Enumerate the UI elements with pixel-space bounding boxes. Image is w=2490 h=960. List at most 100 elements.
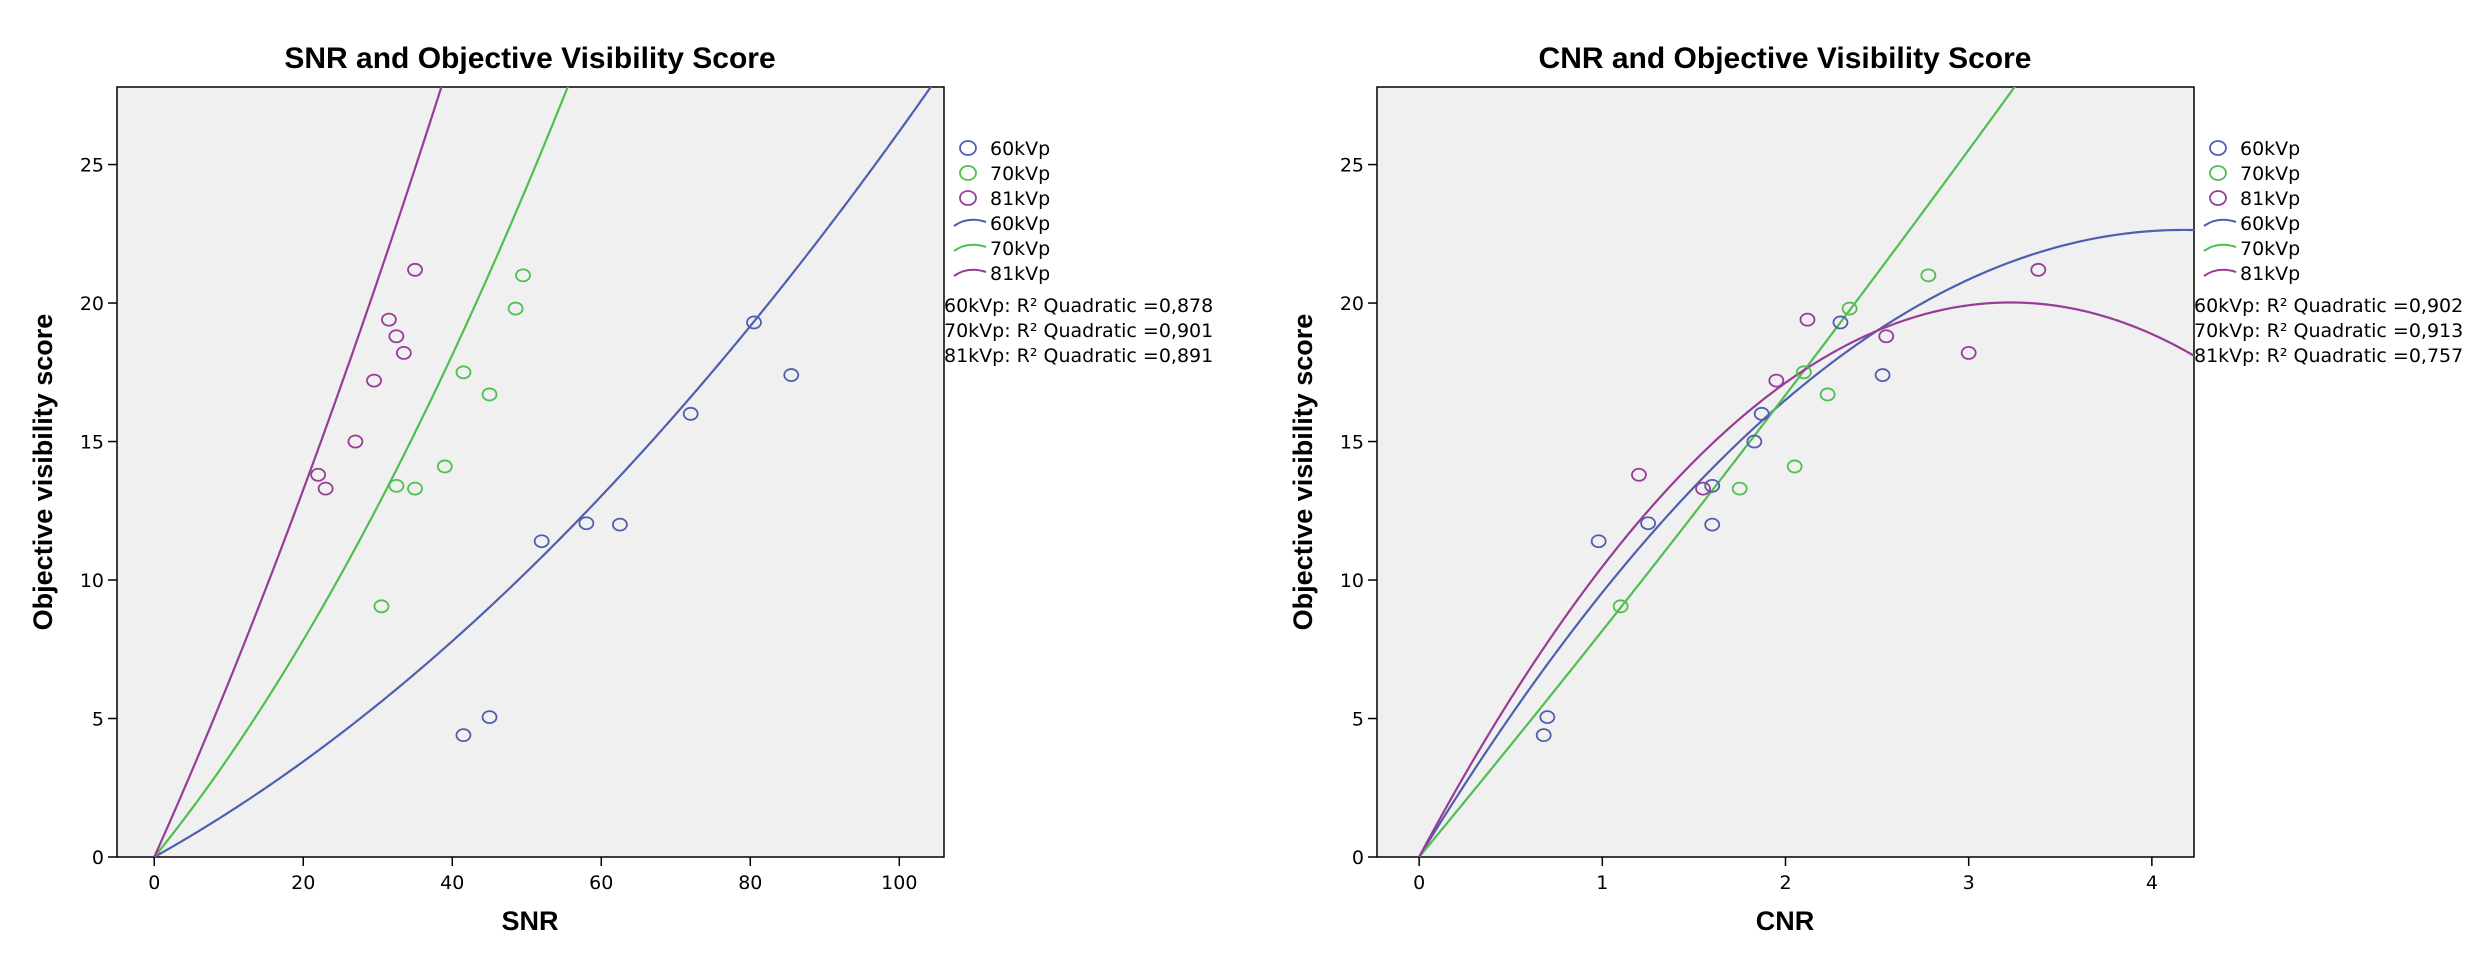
fit-statistics: 60kVp: R² Quadratic =0,878 70kVp: R² Qua… [944,295,1213,367]
data-point-70kvp [455,365,472,380]
data-point-70kvp [1920,268,1937,283]
data-point-81kvp [1695,481,1711,496]
data-point-70kvp [373,599,390,614]
data-point-70kvp [1841,301,1858,316]
data-point-81kvp [366,373,382,388]
data-point-60kvp [1832,315,1849,330]
legend-marker-81kvp [959,190,977,206]
legend-marker-70kvp [959,165,977,181]
data-point-60kvp [1539,710,1556,725]
fit-statistics: 60kVp: R² Quadratic =0,902 70kVp: R² Qua… [2194,295,2463,367]
axis-ticks: 0 1 2 3 4 0 5 10 15 20 25 [1340,155,2158,894]
y-tick-label: 10 [1340,570,1364,592]
y-tick-label: 20 [1340,293,1364,315]
legend-marker-60kvp [959,140,977,156]
x-tick-label: 0 [1413,872,1425,894]
data-point-60kvp [1746,434,1763,449]
x-axis-label: SNR [501,906,558,936]
data-point-81kvp [407,262,423,277]
data-point-70kvp [407,481,423,496]
y-tick-label: 0 [1352,847,1364,869]
axis-ticks: 0 20 40 60 80 100 0 5 10 15 20 25 [80,155,918,894]
data-point-81kvp [347,434,364,449]
data-point-81kvp [381,312,397,327]
x-axis-label: CNR [1756,906,1815,936]
y-tick-label: 5 [1352,709,1364,731]
data-point-81kvp [310,467,327,482]
y-tick-label: 25 [1340,155,1364,177]
fit-label-81kvp: 81kVp: R² Quadratic =0,757 [2194,345,2463,367]
legend-marker-70kvp [2209,165,2227,181]
data-point-70kvp [1731,481,1748,496]
fit-label-70kvp: 70kVp: R² Quadratic =0,901 [944,320,1213,342]
data-point-70kvp [1795,365,1812,380]
data-point-81kvp [1631,467,1647,482]
data-point-60kvp [578,516,595,531]
fit-label-60kvp: 60kVp: R² Quadratic =0,902 [2194,295,2463,317]
legend-line-81kvp [953,268,987,277]
y-axis-label: Objective visibility score [1288,314,1318,631]
legend-label: 60kVp [990,213,1050,235]
data-point-60kvp [1640,516,1657,531]
legend-line-70kvp [2203,243,2237,252]
data-point-60kvp [455,728,472,743]
data-point-81kvp [1878,329,1895,344]
x-tick-label: 0 [148,872,160,894]
x-tick-label: 3 [1963,872,1975,894]
legend-label: 60kVp [990,138,1050,160]
fit-lines [153,87,933,857]
y-tick-label: 5 [92,709,104,731]
data-point-60kvp [746,315,762,330]
data-point-81kvp [317,481,334,496]
x-tick-label: 2 [1779,872,1791,894]
cnr-chart-panel: CNR and Objective Visibility Score CNR O… [1288,42,2463,936]
y-tick-label: 25 [80,155,104,177]
data-point-60kvp [481,710,498,725]
y-axis-label: Objective visibility score [28,314,58,631]
legend-label: 70kVp [2240,163,2300,185]
x-tick-label: 20 [291,872,315,894]
data-point-70kvp [436,459,453,474]
legend-label: 81kVp [2240,263,2300,285]
plot-area [1376,86,2195,858]
legend-label: 81kVp [990,263,1050,285]
data-point-70kvp [515,268,531,283]
data-point-60kvp [533,534,550,549]
legend-label: 81kVp [990,188,1050,210]
data-point-81kvp [395,345,412,360]
legend-line-81kvp [2203,268,2237,277]
data-point-60kvp [612,517,628,532]
data-point-70kvp [1786,459,1803,474]
y-tick-label: 15 [80,432,104,454]
data-point-81kvp [2030,262,2047,277]
data-point-81kvp [1768,373,1785,388]
fit-label-70kvp: 70kVp: R² Quadratic =0,913 [2194,320,2463,342]
data-point-70kvp [481,387,498,402]
data-point-60kvp [1704,478,1721,493]
legend-line-60kvp [2203,218,2237,227]
y-tick-label: 15 [1340,432,1364,454]
data-point-60kvp [1753,406,1770,421]
data-point-60kvp [1704,517,1721,532]
data-point-81kvp [1960,345,1977,360]
y-tick-label: 10 [80,570,104,592]
fit-line-70kvp [153,87,569,857]
data-point-81kvp [1799,312,1816,327]
chart-title: CNR and Objective Visibility Score [1539,42,2032,75]
snr-chart-panel: SNR and Objective Visibility Score SNR O… [28,42,1213,936]
x-tick-label: 40 [440,872,464,894]
legend-label: 60kVp [2240,138,2300,160]
x-tick-label: 1 [1596,872,1608,894]
x-tick-label: 80 [738,872,762,894]
fit-line-60kvp [153,87,933,857]
y-tick-label: 0 [92,847,104,869]
legend-label: 81kVp [2240,188,2300,210]
data-point-70kvp [1612,599,1629,614]
x-tick-label: 4 [2146,872,2158,894]
legend-label: 70kVp [990,163,1050,185]
legend-label: 70kVp [2240,238,2300,260]
chart-title: SNR and Objective Visibility Score [284,42,775,75]
data-point-60kvp [1590,534,1607,549]
plot-area [116,86,945,858]
